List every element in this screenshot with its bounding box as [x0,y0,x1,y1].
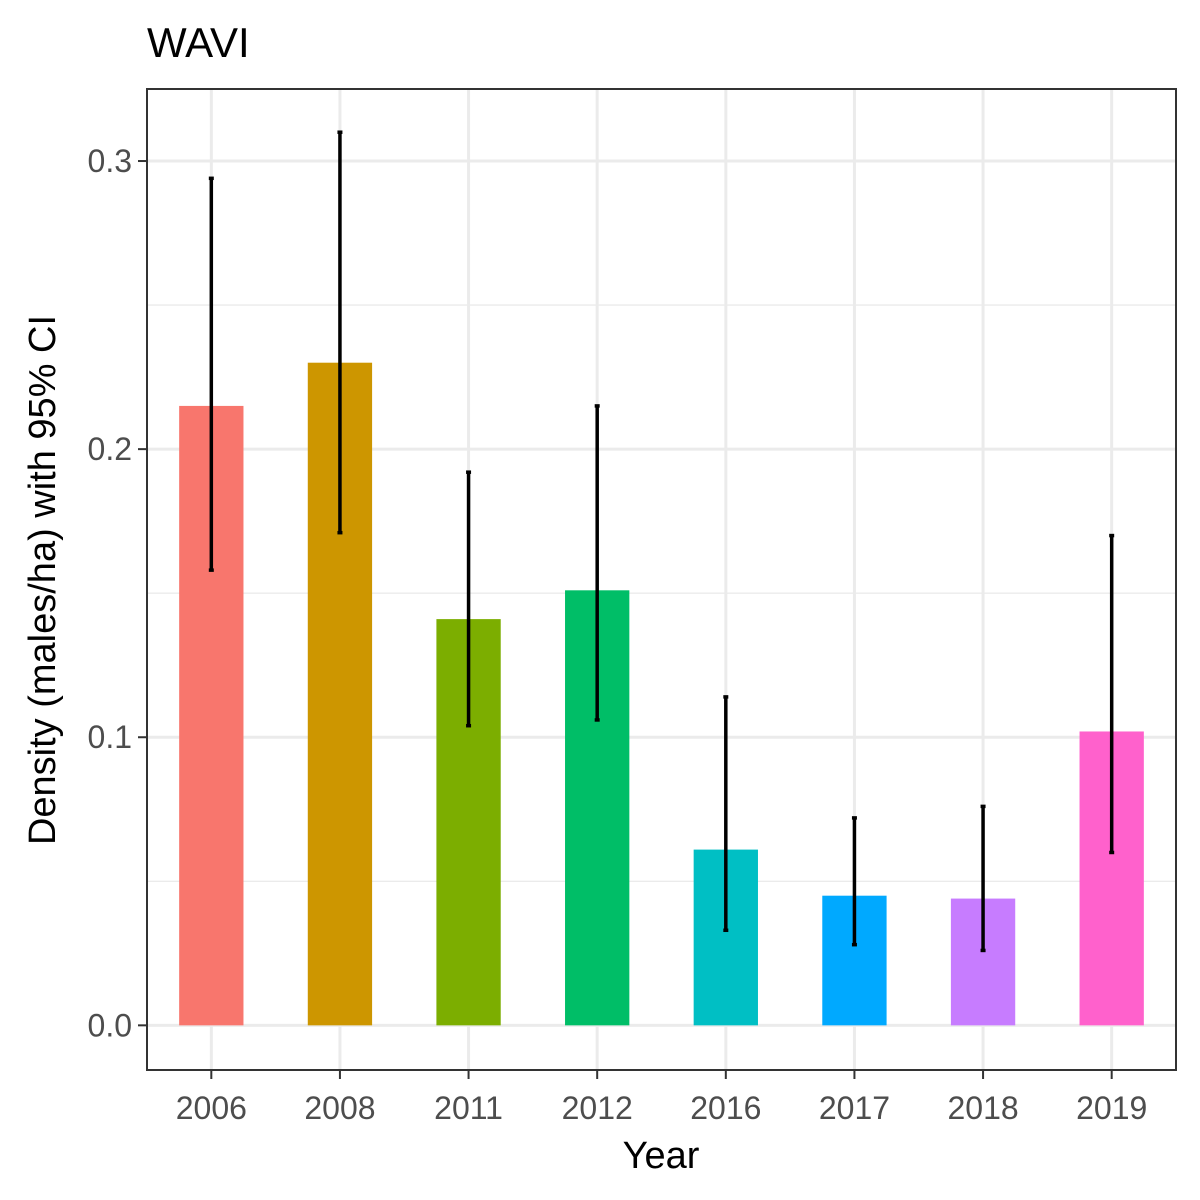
x-tick-label: 2006 [176,1090,247,1126]
error-bar-2006 [208,176,214,572]
error-bar-2019 [1109,533,1115,855]
x-tick-label: 2012 [562,1090,633,1126]
x-tick-label: 2016 [690,1090,761,1126]
x-axis-title: Year [623,1135,700,1177]
chart-title: WAVI [147,19,250,66]
error-bar-2012 [594,404,600,722]
x-axis: 2006 2008 2011 2012 2016 2017 2018 2019 [176,1070,1147,1126]
x-tick-label: 2018 [947,1090,1018,1126]
y-tick-label: 0.0 [88,1007,132,1043]
x-tick-label: 2019 [1076,1090,1147,1126]
error-bar-2011 [466,470,472,728]
x-tick-label: 2017 [819,1090,890,1126]
y-tick-label: 0.2 [88,431,132,467]
y-axis-title: Density (males/ha) with 95% CI [22,315,64,845]
error-bar-2008 [337,130,343,535]
plot-panel-border [146,88,1177,1071]
bars [179,362,1144,1026]
y-axis: 0.0 0.1 0.2 0.3 [88,143,147,1043]
error-bars [208,130,1115,953]
y-tick-label: 0.3 [88,143,132,179]
x-tick-label: 2011 [434,1090,503,1126]
error-bar-2016 [723,695,729,933]
x-tick-label: 2008 [304,1090,375,1126]
error-bar-2018 [980,804,986,953]
y-tick-label: 0.1 [88,719,132,755]
error-bar-2017 [851,816,857,947]
